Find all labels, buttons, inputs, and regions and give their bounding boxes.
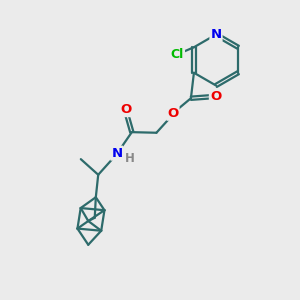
Text: O: O bbox=[167, 107, 178, 120]
Text: N: N bbox=[111, 147, 122, 160]
Text: N: N bbox=[210, 28, 222, 41]
Text: O: O bbox=[121, 103, 132, 116]
Text: H: H bbox=[124, 152, 134, 165]
Text: O: O bbox=[210, 90, 221, 103]
Text: Cl: Cl bbox=[171, 48, 184, 61]
